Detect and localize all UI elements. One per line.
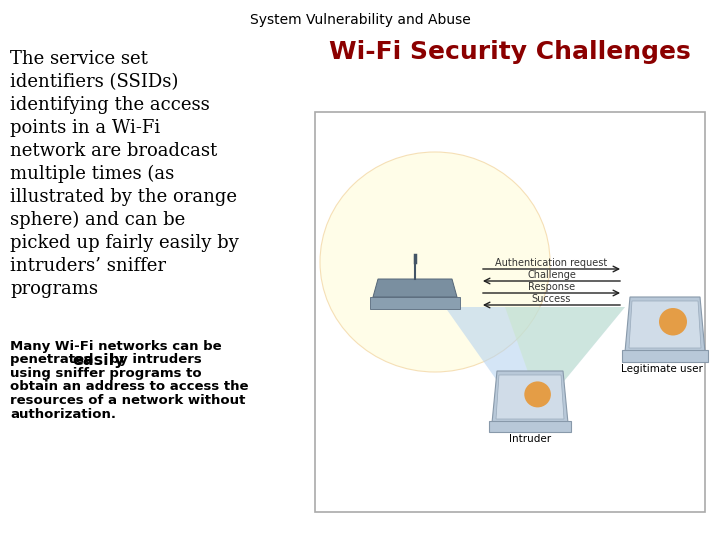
Polygon shape [625, 297, 705, 352]
Polygon shape [505, 307, 625, 392]
Bar [370, 297, 460, 309]
Text: The service set
identifiers (SSIDs)
identifying the access
points in a Wi-Fi
net: The service set identifiers (SSIDs) iden… [10, 50, 239, 298]
Polygon shape [445, 307, 625, 392]
Text: easily: easily [72, 354, 125, 368]
Polygon shape [373, 279, 457, 297]
Text: Wi-Fi Security Challenges: Wi-Fi Security Challenges [329, 40, 691, 64]
Text: obtain an address to access the: obtain an address to access the [10, 381, 248, 394]
Polygon shape [629, 301, 701, 348]
Text: System Vulnerability and Abuse: System Vulnerability and Abuse [250, 13, 470, 27]
Bar [489, 421, 571, 432]
Text: Legitimate user: Legitimate user [621, 364, 703, 374]
Text: Intruder: Intruder [509, 434, 551, 444]
Text: Many Wi-Fi networks can be: Many Wi-Fi networks can be [10, 340, 222, 353]
Text: using sniffer programs to: using sniffer programs to [10, 367, 202, 380]
Bar [315, 112, 705, 512]
Text: Success: Success [532, 294, 571, 304]
Text: Response: Response [528, 282, 575, 292]
Ellipse shape [524, 381, 551, 407]
Text: Authentication request: Authentication request [495, 258, 608, 268]
Text: by intruders: by intruders [105, 354, 202, 367]
Text: penetrated: penetrated [10, 354, 98, 367]
Ellipse shape [659, 308, 687, 335]
Text: resources of a network without: resources of a network without [10, 394, 246, 407]
Ellipse shape [320, 152, 550, 372]
Polygon shape [492, 371, 568, 423]
Text: Challenge: Challenge [527, 270, 576, 280]
Bar [622, 350, 708, 362]
Polygon shape [496, 375, 564, 419]
Text: authorization.: authorization. [10, 408, 116, 421]
